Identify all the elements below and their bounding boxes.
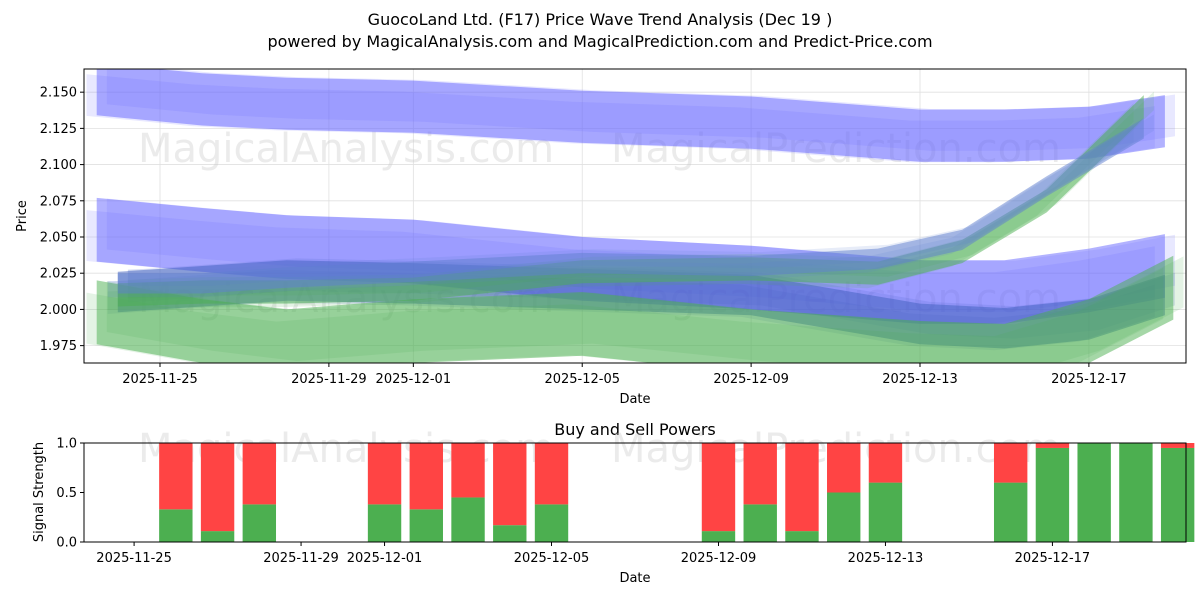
chart-title-line1: GuocoLand Ltd. (F17) Price Wave Trend An… xyxy=(368,10,833,29)
buy-bar xyxy=(785,531,819,542)
buy-bar xyxy=(1077,443,1111,542)
buy-bar xyxy=(451,497,485,542)
sell-bar xyxy=(743,443,777,505)
price-x-tick-label: 2025-11-29 xyxy=(291,372,367,387)
sell-bar xyxy=(493,443,527,526)
wave-band-layer-green-lower-wave-0 xyxy=(86,268,1164,363)
signal-x-tick-label: 2025-11-25 xyxy=(96,551,172,566)
sell-bar xyxy=(159,443,193,510)
signal-y-tick-label: 0.0 xyxy=(56,536,77,551)
signal-x-tick-label: 2025-12-13 xyxy=(848,551,924,566)
signal-x-ticks: 2025-11-25 2025-11-29 2025-12-01 2025-12-05… xyxy=(96,542,1090,566)
watermark-analysis-bottom: MagicalAnalysis.com xyxy=(138,426,554,472)
sell-bar xyxy=(367,443,402,505)
wave-band-blue-rising-wave xyxy=(117,118,1144,294)
signal-y-axis-label: Signal Strength xyxy=(32,442,47,542)
sell-bar xyxy=(409,443,443,510)
buy-bar xyxy=(1119,443,1153,542)
signal-x-tick-label: 2025-11-29 xyxy=(263,551,339,566)
signal-y-tick-label: 0.5 xyxy=(56,486,77,501)
buy-bar xyxy=(534,504,569,542)
signal-x-tick-label: 2025-12-01 xyxy=(347,551,423,566)
sell-bar xyxy=(1160,443,1195,448)
sell-bar xyxy=(451,443,485,498)
buy-bar xyxy=(493,525,527,542)
sell-bar xyxy=(1035,443,1070,448)
chart-title-line2: powered by MagicalAnalysis.com and Magic… xyxy=(267,32,932,51)
price-x-tick-label: 2025-11-25 xyxy=(122,372,198,387)
price-wave-bands xyxy=(86,69,1184,363)
price-x-ticks: 2025-11-25 2025-11-29 2025-12-01 2025-12-05… xyxy=(122,363,1127,387)
buy-bar xyxy=(200,531,235,542)
buy-bar xyxy=(701,531,736,542)
sell-bar xyxy=(827,443,861,493)
price-y-tick-label: 2.150 xyxy=(40,86,77,101)
price-x-tick-label: 2025-12-01 xyxy=(376,372,452,387)
price-x-tick-label: 2025-12-05 xyxy=(544,372,620,387)
buy-bar xyxy=(868,482,903,542)
buy-bar xyxy=(1035,447,1070,542)
price-y-tick-label: 2.000 xyxy=(40,303,77,318)
signal-y-tick-label: 1.0 xyxy=(56,437,77,452)
signal-bars xyxy=(159,443,1195,542)
wave-band-layer-blue-rising-wave-1 xyxy=(127,114,1154,286)
price-y-tick-label: 1.975 xyxy=(40,339,77,354)
price-x-tick-label: 2025-12-09 xyxy=(713,372,789,387)
buy-bar xyxy=(1160,447,1195,542)
sell-bar xyxy=(534,443,569,505)
price-y-tick-label: 2.100 xyxy=(40,158,77,173)
wave-band-green-lower-wave xyxy=(96,255,1174,363)
price-y-ticks: 1.975 2.000 2.025 2.050 2.075 2.100 2.125 2.150 xyxy=(40,86,84,354)
sell-bar xyxy=(200,443,235,532)
signal-x-tick-label: 2025-12-17 xyxy=(1015,551,1091,566)
price-x-axis-label: Date xyxy=(619,392,650,407)
buy-bar xyxy=(242,504,277,542)
price-x-tick-label: 2025-12-13 xyxy=(882,372,958,387)
sell-bar xyxy=(701,443,736,532)
wave-band-layer-blue-upper-wave-0 xyxy=(86,74,1155,163)
sell-bar xyxy=(242,443,277,505)
price-plot: MagicalAnalysis.com MagicalPrediction.co… xyxy=(15,68,1187,407)
wave-band-layer-green-lower-wave-1 xyxy=(106,256,1184,363)
buy-bar xyxy=(409,509,443,542)
buy-bar xyxy=(367,504,402,542)
sell-bar xyxy=(785,443,819,532)
price-y-axis-label: Price xyxy=(15,200,30,232)
price-x-tick-label: 2025-12-17 xyxy=(1051,372,1127,387)
price-plot-frame xyxy=(83,68,1187,364)
signal-x-tick-label: 2025-12-09 xyxy=(681,551,757,566)
price-y-tick-label: 2.050 xyxy=(40,231,77,246)
buy-bar xyxy=(743,504,777,542)
buy-bar xyxy=(827,492,861,542)
buy-bar xyxy=(993,482,1028,542)
signal-y-ticks: 0.0 0.5 1.0 xyxy=(56,437,84,551)
signal-x-axis-label: Date xyxy=(619,571,650,586)
wave-band-blue-upper-wave xyxy=(96,69,1165,162)
buy-bar xyxy=(159,509,193,542)
sell-bar xyxy=(993,443,1028,483)
wave-band-layer-blue-upper-wave-1 xyxy=(106,69,1175,151)
price-y-tick-label: 2.075 xyxy=(40,194,77,209)
price-y-tick-label: 2.025 xyxy=(40,267,77,282)
signal-plot-title: Buy and Sell Powers xyxy=(554,420,716,439)
sell-bar xyxy=(868,443,903,483)
price-y-tick-label: 2.125 xyxy=(40,122,77,137)
wave-band-layer-blue-rising-wave-0 xyxy=(107,126,1134,298)
signal-x-tick-label: 2025-12-05 xyxy=(514,551,590,566)
signal-plot: Buy and Sell Powers MagicalAnalysis.com … xyxy=(32,420,1195,586)
